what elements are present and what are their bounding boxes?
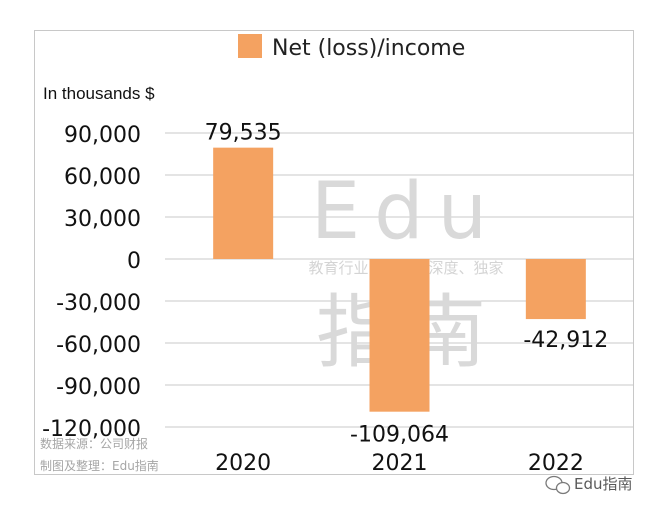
bars-layer xyxy=(213,147,586,412)
y-tick-label: -30,000 xyxy=(56,291,141,316)
bar-2021 xyxy=(369,259,430,412)
watermark-latin: Edu xyxy=(311,167,501,257)
legend-label: Net (loss)/income xyxy=(272,36,465,61)
y-tick-labels: 90,000 60,000 30,000 0 -30,000 -60,000 -90,000… xyxy=(42,123,141,442)
wechat-icon xyxy=(545,475,571,495)
source-line-2: 制图及整理：Edu指南 xyxy=(40,458,159,473)
brand: Edu指南 xyxy=(545,475,633,495)
data-labels: 79,535 -109,064 -42,912 xyxy=(205,121,609,448)
y-tick-label: 60,000 xyxy=(64,165,141,190)
unit-label: In thousands $ xyxy=(43,84,155,103)
data-label: -109,064 xyxy=(350,423,449,448)
y-tick-label: -60,000 xyxy=(56,333,141,358)
source-line-1: 数据来源：公司财报 xyxy=(40,436,148,451)
legend: Net (loss)/income xyxy=(238,34,465,61)
data-label: -42,912 xyxy=(523,328,608,353)
y-tick-label: 30,000 xyxy=(64,207,141,232)
legend-swatch xyxy=(238,34,262,58)
y-tick-label: -120,000 xyxy=(42,417,141,442)
x-tick-labels: 2020 2021 2022 xyxy=(215,451,584,476)
x-tick-label: 2020 xyxy=(215,451,271,476)
chart-frame xyxy=(34,30,634,475)
bar-2022 xyxy=(525,259,586,320)
brand-name: Edu指南 xyxy=(574,475,633,493)
x-tick-label: 2022 xyxy=(528,451,584,476)
data-label: 79,535 xyxy=(205,121,282,146)
x-tick-label: 2021 xyxy=(372,451,428,476)
y-tick-label: -90,000 xyxy=(56,375,141,400)
bar-2020 xyxy=(213,147,274,259)
y-tick-label: 90,000 xyxy=(64,123,141,148)
y-tick-label: 0 xyxy=(127,249,141,274)
